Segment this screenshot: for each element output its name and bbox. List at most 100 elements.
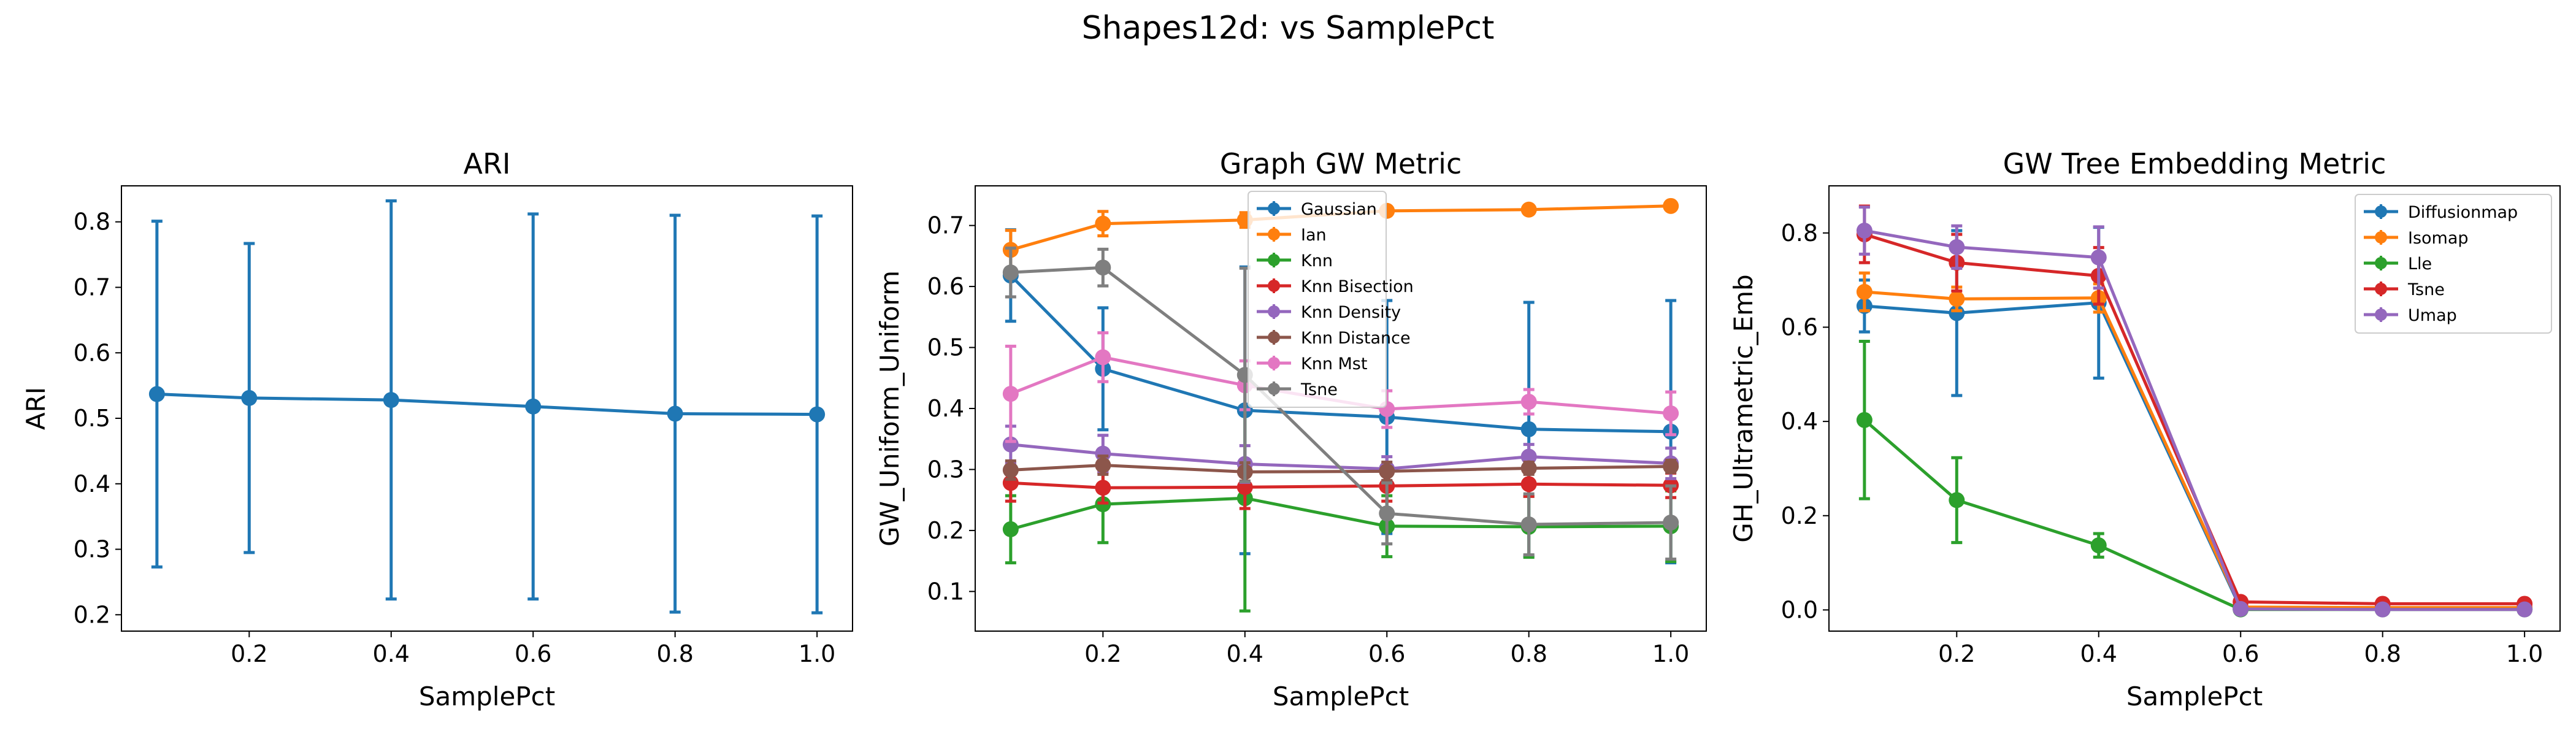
subplot-ari: ARI 0.2 0.4 0.6 0.8 1.0 0.2 0.3 0.4 0.5 0.6 0.7 0.8 S… [21, 147, 853, 711]
data-point [1520, 201, 1537, 218]
series-line [1864, 290, 2525, 610]
data-point [1520, 516, 1537, 532]
y-tick-label: 0.0 [1781, 596, 1818, 623]
y-axis-label: ARI [21, 387, 51, 430]
data-point [525, 398, 542, 415]
y-tick-label: 0.8 [74, 209, 110, 236]
legend-label: Lle [2408, 255, 2432, 274]
data-point [1856, 412, 1873, 428]
data-point [1663, 197, 1679, 214]
series-line [156, 393, 818, 416]
legend-label: Diffusionmap [2408, 203, 2518, 222]
data-point [1949, 239, 1965, 255]
data-point [809, 406, 826, 423]
series-line [1010, 496, 1671, 531]
legend-box [1248, 191, 1387, 408]
data-point [1520, 476, 1537, 493]
y-tick-label: 0.2 [1781, 502, 1818, 529]
data-point [667, 405, 683, 422]
y-tick-label: 0.2 [927, 517, 964, 544]
series-umap [1856, 205, 2533, 618]
legend-label: Tsne [1300, 380, 1338, 399]
figure-title: Shapes12d: vs SamplePct [1082, 10, 1495, 47]
data-point [1095, 445, 1111, 462]
legend-entry-knn-bisection: Knn Bisection [1257, 277, 1414, 296]
legend-marker [2375, 283, 2387, 295]
x-tick-label: 0.8 [2364, 640, 2401, 667]
y-tick-label: 0.5 [927, 334, 964, 361]
legend: Diffusionmap Isomap Lle Tsne Umap [2355, 194, 2552, 334]
legend-label: Knn Distance [1301, 329, 1411, 348]
y-tick-label: 0.1 [927, 578, 964, 605]
legend-marker [1268, 383, 1280, 395]
y-tick-label: 0.4 [927, 395, 964, 422]
x-axis-label: SamplePct [1273, 681, 1409, 711]
legend-marker [1268, 357, 1280, 369]
data-point [1856, 283, 1873, 300]
y-tick-label: 0.7 [927, 212, 964, 239]
series-line [1863, 418, 2525, 611]
legend-marker [1268, 202, 1280, 215]
x-tick-label: 0.4 [373, 640, 410, 667]
subplot-gw-tree-embedding-metric: GW Tree Embedding Metric 0.2 0.4 0.6 0.8 1.0 0… [1728, 147, 2561, 711]
x-tick-label: 0.2 [231, 640, 267, 667]
subplot-title: Graph GW Metric [1220, 147, 1462, 180]
series-tsne [1002, 246, 1679, 561]
legend-label: Gaussian [1301, 200, 1377, 219]
series-line [1010, 464, 1671, 473]
data-point [1949, 291, 1965, 307]
legend-marker [1268, 280, 1280, 292]
data-point [2517, 601, 2533, 618]
legend-marker [2375, 257, 2387, 269]
data-point [1663, 514, 1679, 531]
series-line [148, 199, 826, 615]
x-axis-label: SamplePct [419, 681, 555, 711]
x-tick-label: 0.4 [2080, 640, 2117, 667]
y-tick-label: 0.5 [74, 405, 110, 432]
legend-marker [2375, 205, 2387, 218]
legend-label: Isomap [2408, 229, 2469, 248]
data-point [1520, 460, 1537, 477]
y-tick-label: 0.7 [74, 274, 110, 301]
x-tick-label: 0.2 [1084, 640, 1121, 667]
legend-label: Knn Bisection [1301, 277, 1414, 296]
series-line [1864, 301, 2525, 611]
data-point [1002, 264, 1019, 281]
legend-label: Tsne [2407, 280, 2445, 299]
series-line [1010, 443, 1671, 470]
x-tick-label: 0.8 [656, 640, 693, 667]
axes-frame [121, 185, 853, 632]
data-point [1856, 222, 1873, 239]
legend-entry-isomap: Isomap [2364, 229, 2469, 248]
legend-entry-tsne: Tsne [1257, 380, 1338, 399]
data-point [1663, 458, 1679, 475]
x-tick-label: 0.2 [1938, 640, 1975, 667]
data-point [2090, 537, 2107, 554]
data-point [1095, 259, 1111, 276]
series-line [1010, 481, 1671, 489]
subplot-title: ARI [464, 147, 511, 180]
data-point [1520, 394, 1537, 410]
y-tick-label: 0.4 [74, 470, 110, 497]
x-tick-label: 1.0 [2506, 640, 2543, 667]
legend-marker [2375, 309, 2387, 321]
legend-box [2355, 194, 2552, 334]
legend-entry-lle: Lle [2364, 255, 2432, 274]
data-point [2374, 601, 2391, 618]
legend-entry-knn: Knn [1257, 251, 1333, 270]
legend-entry-ian: Ian [1257, 226, 1327, 245]
series-knn-distance [1002, 454, 1679, 483]
legend-label: Knn Mst [1301, 355, 1367, 374]
data-point [1663, 405, 1679, 421]
y-tick-label: 0.4 [1781, 408, 1818, 435]
y-tick-label: 0.3 [927, 456, 964, 483]
data-point [383, 392, 399, 408]
data-point [148, 386, 165, 402]
data-point [1520, 421, 1537, 437]
legend-entry-knn-distance: Knn Distance [1257, 329, 1411, 348]
data-point [1379, 505, 1395, 522]
legend-label: Ian [1301, 226, 1327, 245]
data-point [1002, 386, 1019, 402]
y-axis-label: GW_Uniform_Uniform [875, 270, 905, 546]
series-line [1010, 274, 1671, 434]
